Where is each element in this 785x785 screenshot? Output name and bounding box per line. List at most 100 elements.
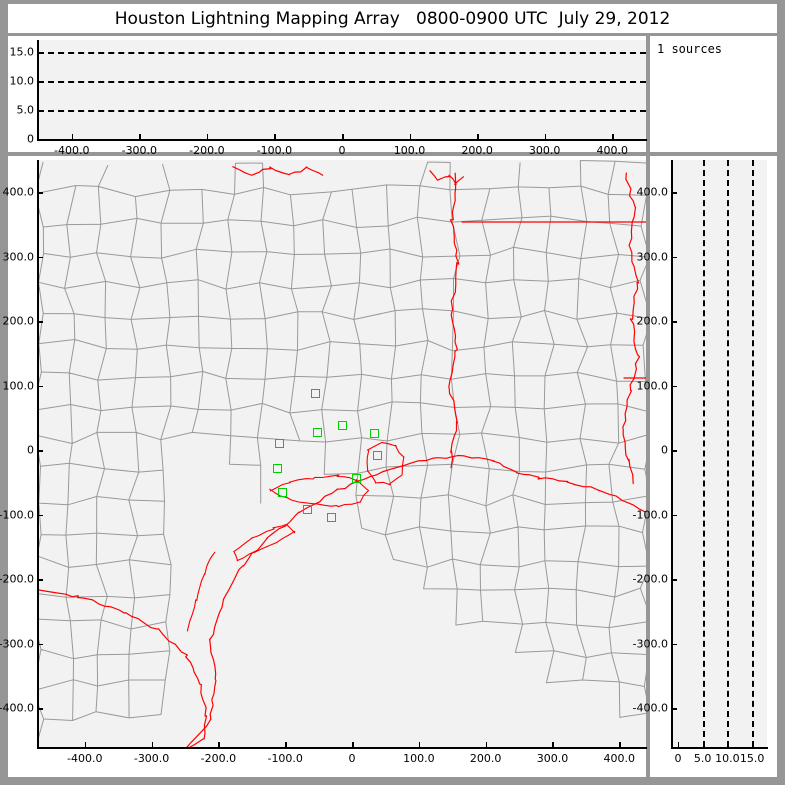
vertical-gridline (752, 160, 755, 747)
x-axis-tick-label: 0 (674, 752, 682, 765)
y-axis-tick-label: 0 (27, 132, 34, 146)
y-axis-line (37, 40, 39, 140)
x-axis-tick-label: 10.0 (715, 752, 740, 765)
map-geography (38, 160, 646, 747)
y-axis-tick (672, 708, 677, 710)
x-axis-tick (619, 742, 621, 747)
figure-title-bar: Houston Lightning Mapping Array 0800-090… (8, 4, 777, 33)
x-axis-tick-label: -100.0 (267, 752, 303, 765)
x-axis-tick (418, 742, 421, 747)
x-axis-tick (274, 134, 276, 139)
y-axis-tick-label: 5.0 (16, 103, 35, 117)
x-axis-tick (218, 742, 220, 747)
y-axis-tick-label: 100.0 (2, 379, 35, 393)
y-axis-line (37, 160, 39, 748)
x-axis-tick (71, 134, 74, 139)
x-axis-tick (727, 742, 729, 747)
x-axis-tick (752, 742, 754, 747)
y-axis-tick (38, 139, 43, 141)
y-axis-tick-label: 10.0 (9, 74, 35, 88)
x-axis-tick (552, 742, 554, 747)
x-axis-tick (206, 134, 209, 139)
y-axis-tick (38, 51, 43, 54)
x-axis-tick-label: 400.0 (596, 144, 628, 157)
y-axis-tick-label: -100.0 (632, 508, 668, 522)
y-axis-tick-label: 400.0 (2, 185, 35, 199)
time-height-panel: -400.0 -300.0 -200.0 -100.0 0 100.0 200.0 300.0… (8, 36, 647, 157)
y-axis-tick (38, 109, 43, 112)
x-axis-tick-label: -100.0 (256, 144, 293, 157)
y-axis-tick-label: -100.0 (0, 508, 34, 522)
x-axis-tick-label: 300.0 (536, 752, 569, 765)
y-axis-tick-label: 100.0 (636, 379, 669, 393)
y-axis-tick (38, 192, 43, 194)
x-axis-tick-label: 15.0 (739, 752, 765, 765)
y-axis-tick (38, 708, 43, 710)
x-axis-line (37, 139, 647, 141)
horizontal-gridline (38, 109, 646, 112)
x-axis-tick (285, 742, 287, 747)
lma-station-marker (272, 463, 282, 473)
y-axis-tick-label: 0 (27, 443, 34, 457)
y-axis-tick-label: 200.0 (2, 314, 35, 328)
x-axis-tick (84, 742, 87, 747)
map-plot-area (38, 160, 646, 747)
y-axis-tick-label: 300.0 (636, 250, 669, 264)
y-axis-tick-label: 15.0 (9, 45, 35, 59)
y-axis-tick-label: 300.0 (2, 250, 35, 264)
y-axis-tick-label: 0 (661, 443, 668, 457)
y-axis-tick-label: -300.0 (0, 637, 34, 651)
x-axis-tick (139, 134, 141, 139)
lma-station-marker (275, 439, 285, 449)
x-axis-tick (352, 742, 354, 747)
lma-station-marker (278, 488, 288, 498)
y-axis-tick (672, 579, 677, 581)
lma-station-marker (312, 427, 322, 437)
sources-count-label: 1 sources (657, 42, 723, 56)
y-axis-tick (38, 514, 43, 517)
altitude-histogram-panel: 0 5.0 10.0 15.0 -400.0 -300.0 -200.0 -100.0 0 100… (633, 156, 777, 777)
horizontal-gridline (38, 80, 646, 83)
lma-station-marker (310, 389, 320, 398)
y-axis-tick (38, 385, 43, 388)
vertical-gridline (702, 160, 705, 747)
y-axis-tick (38, 256, 43, 259)
x-axis-tick (342, 134, 344, 139)
time-height-plot-area (38, 40, 646, 139)
x-axis-tick-label: -300.0 (133, 752, 170, 765)
x-axis-tick-label: 0 (348, 752, 356, 765)
x-axis-tick (702, 742, 705, 747)
x-axis-tick (612, 134, 614, 139)
altitude-histogram-plot-area (672, 160, 767, 747)
lma-station-marker-layer (38, 160, 646, 747)
lma-station-marker (338, 421, 348, 431)
horizontal-gridline (38, 51, 646, 54)
y-axis-tick (672, 450, 677, 452)
y-axis-tick (38, 80, 43, 83)
y-axis-tick-label: -400.0 (632, 701, 668, 715)
x-axis-tick (151, 742, 154, 747)
lma-station-marker (372, 450, 382, 460)
x-axis-tick (409, 134, 412, 139)
y-axis-tick (672, 385, 677, 388)
x-axis-tick (485, 742, 488, 747)
x-axis-line (671, 747, 768, 749)
vertical-gridline (727, 160, 730, 747)
y-axis-tick-label: 200.0 (636, 314, 669, 328)
y-axis-tick-label: -200.0 (632, 572, 668, 586)
x-axis-tick (477, 134, 479, 139)
x-axis-tick-label: 5.0 (693, 752, 712, 765)
y-axis-tick (672, 256, 677, 259)
lma-station-marker (327, 512, 337, 522)
lma-station-marker (351, 474, 361, 484)
y-axis-tick (672, 643, 677, 646)
x-axis-tick-label: 100.0 (403, 752, 435, 765)
y-axis-tick (672, 192, 677, 194)
y-axis-tick-label: -200.0 (0, 572, 34, 586)
page-title: Houston Lightning Mapping Array 0800-090… (114, 8, 671, 29)
y-axis-tick (38, 321, 43, 323)
x-axis-tick-label: -300.0 (121, 144, 158, 157)
x-axis-tick-label: -400.0 (54, 144, 90, 157)
lma-station-marker (370, 429, 380, 438)
